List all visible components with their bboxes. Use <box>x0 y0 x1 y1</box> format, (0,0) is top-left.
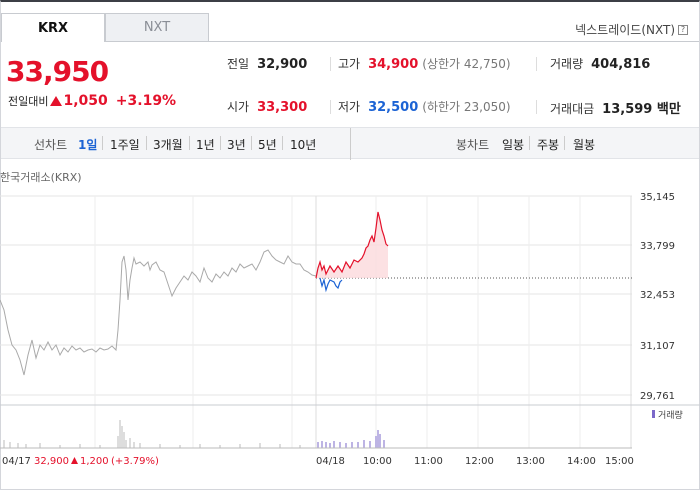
y-tick-label: 32,453 <box>640 290 675 301</box>
nxt-link-label: 넥스트레이드(NXT) <box>575 23 675 37</box>
divider <box>330 100 331 114</box>
prev-day-line <box>0 249 317 376</box>
tab-krx[interactable]: KRX <box>1 13 105 42</box>
x-tick-label: 11:00 <box>414 456 443 467</box>
x-tick-label: 15:00 <box>605 456 634 467</box>
y-tick-label: 33,799 <box>640 241 675 252</box>
prev-day-change: 1,200 <box>80 456 109 467</box>
up-arrow-icon <box>50 96 63 106</box>
period-5y[interactable]: 5년 <box>258 138 277 152</box>
prev-day-change-pct: (+3.79%) <box>111 456 159 467</box>
y-tick-label: 29,761 <box>640 391 675 402</box>
divider <box>536 100 537 114</box>
up-arrow-icon <box>71 457 78 464</box>
prev-day-date: 04/17 <box>2 456 31 467</box>
price-change: 전일대비 1,050 +3.19% <box>8 93 176 109</box>
stat-low: 저가 32,500 (하한가 23,050) <box>338 100 511 115</box>
divider <box>189 136 190 150</box>
divider <box>529 136 530 150</box>
y-tick-label: 35,145 <box>640 192 675 203</box>
period-1d[interactable]: 1일 <box>78 138 98 152</box>
stat-open: 시가 33,300 <box>227 100 308 115</box>
tab-divider <box>209 41 699 42</box>
divider <box>220 136 221 150</box>
divider <box>251 136 252 150</box>
help-icon[interactable]: ? <box>678 24 688 35</box>
divider <box>282 136 283 150</box>
period-1w[interactable]: 1주일 <box>110 138 140 152</box>
prev-day-volume <box>3 420 301 448</box>
period-10y[interactable]: 10년 <box>290 138 317 152</box>
today-volume <box>317 430 385 448</box>
period-daily[interactable]: 일봉 <box>502 138 525 152</box>
line-chart-label: 선차트 <box>34 138 68 152</box>
x-tick-label: 04/18 <box>316 456 345 467</box>
change-percent: +3.19% <box>115 93 177 109</box>
current-price: 33,950 <box>6 55 109 88</box>
nxt-info-link[interactable]: 넥스트레이드(NXT) ? <box>575 21 688 38</box>
today-down-line <box>319 277 343 293</box>
divider <box>330 57 331 71</box>
divider <box>146 136 147 150</box>
stat-high: 고가 34,900 (상한가 42,750) <box>338 57 511 72</box>
change-amount: 1,050 <box>63 93 108 109</box>
prev-day-close: 32,900 <box>34 456 69 467</box>
volume-legend: 거래량 <box>658 409 683 421</box>
stat-volume: 거래량 404,816 <box>550 57 651 72</box>
x-tick-label: 13:00 <box>516 456 545 467</box>
tab-nxt[interactable]: NXT <box>105 13 209 42</box>
x-tick-label: 14:00 <box>567 456 596 467</box>
x-tick-label: 10:00 <box>363 456 392 467</box>
stat-prev-close: 전일 32,900 <box>227 57 308 72</box>
volume-legend-swatch <box>652 410 655 418</box>
candle-chart-label: 봉차트 <box>456 138 490 152</box>
period-selector-bar: 선차트 1일 1주일 3개월 1년 3년 5년 10년 봉차트 일봉 주봉 월봉 <box>1 127 699 160</box>
y-tick-label: 31,107 <box>640 341 675 352</box>
market-label: 한국거래소(KRX) <box>0 171 82 184</box>
period-3y[interactable]: 3년 <box>227 138 246 152</box>
divider <box>350 128 351 160</box>
period-3m[interactable]: 3개월 <box>153 138 183 152</box>
today-up-area <box>316 212 388 278</box>
period-1y[interactable]: 1년 <box>196 138 215 152</box>
change-label: 전일대비 <box>8 95 49 108</box>
period-monthly[interactable]: 월봉 <box>573 138 596 152</box>
divider <box>102 136 103 150</box>
divider <box>536 57 537 71</box>
stat-trade-value: 거래대금 13,599 백만 <box>550 102 681 117</box>
x-tick-label: 12:00 <box>465 456 494 467</box>
period-weekly[interactable]: 주봉 <box>537 138 560 152</box>
today-up-line <box>315 211 389 279</box>
divider <box>564 136 565 150</box>
